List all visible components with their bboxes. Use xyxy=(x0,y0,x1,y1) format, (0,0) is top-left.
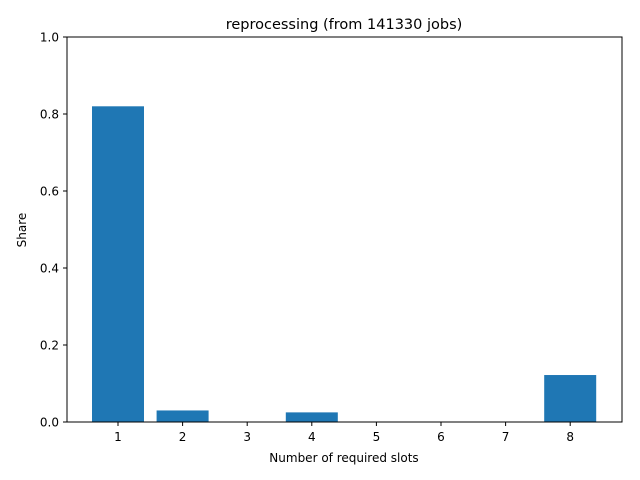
y-tick-label: 0.8 xyxy=(40,108,59,122)
x-tick-label: 8 xyxy=(566,430,574,444)
y-tick-label: 0.2 xyxy=(40,339,59,353)
bar-1 xyxy=(92,106,144,423)
bar-2 xyxy=(156,410,209,422)
x-tick-label: 1 xyxy=(114,430,122,444)
x-tick-label: 2 xyxy=(179,430,187,444)
x-tick-label: 5 xyxy=(373,430,381,444)
y-axis-label: Share xyxy=(15,213,29,248)
bar-8 xyxy=(544,375,597,422)
plot-frame xyxy=(66,36,623,423)
x-tick-label: 3 xyxy=(243,430,251,444)
bar-4 xyxy=(285,412,338,423)
x-tick-label: 7 xyxy=(502,430,510,444)
x-axis-ticks: 1 2 3 4 5 6 7 8 xyxy=(114,422,574,444)
y-tick-label: 0.0 xyxy=(40,416,59,430)
x-axis-label: Number of required slots xyxy=(269,451,418,465)
x-tick-label: 4 xyxy=(308,430,316,444)
bars-group xyxy=(92,106,597,423)
y-axis-ticks: 0.0 0.2 0.4 0.6 0.8 1.0 xyxy=(40,31,67,430)
x-tick-label: 6 xyxy=(437,430,445,444)
y-tick-label: 0.4 xyxy=(40,262,59,276)
chart-title: reprocessing (from 141330 jobs) xyxy=(226,17,463,33)
y-tick-label: 0.6 xyxy=(40,185,59,199)
y-tick-label: 1.0 xyxy=(40,31,59,45)
